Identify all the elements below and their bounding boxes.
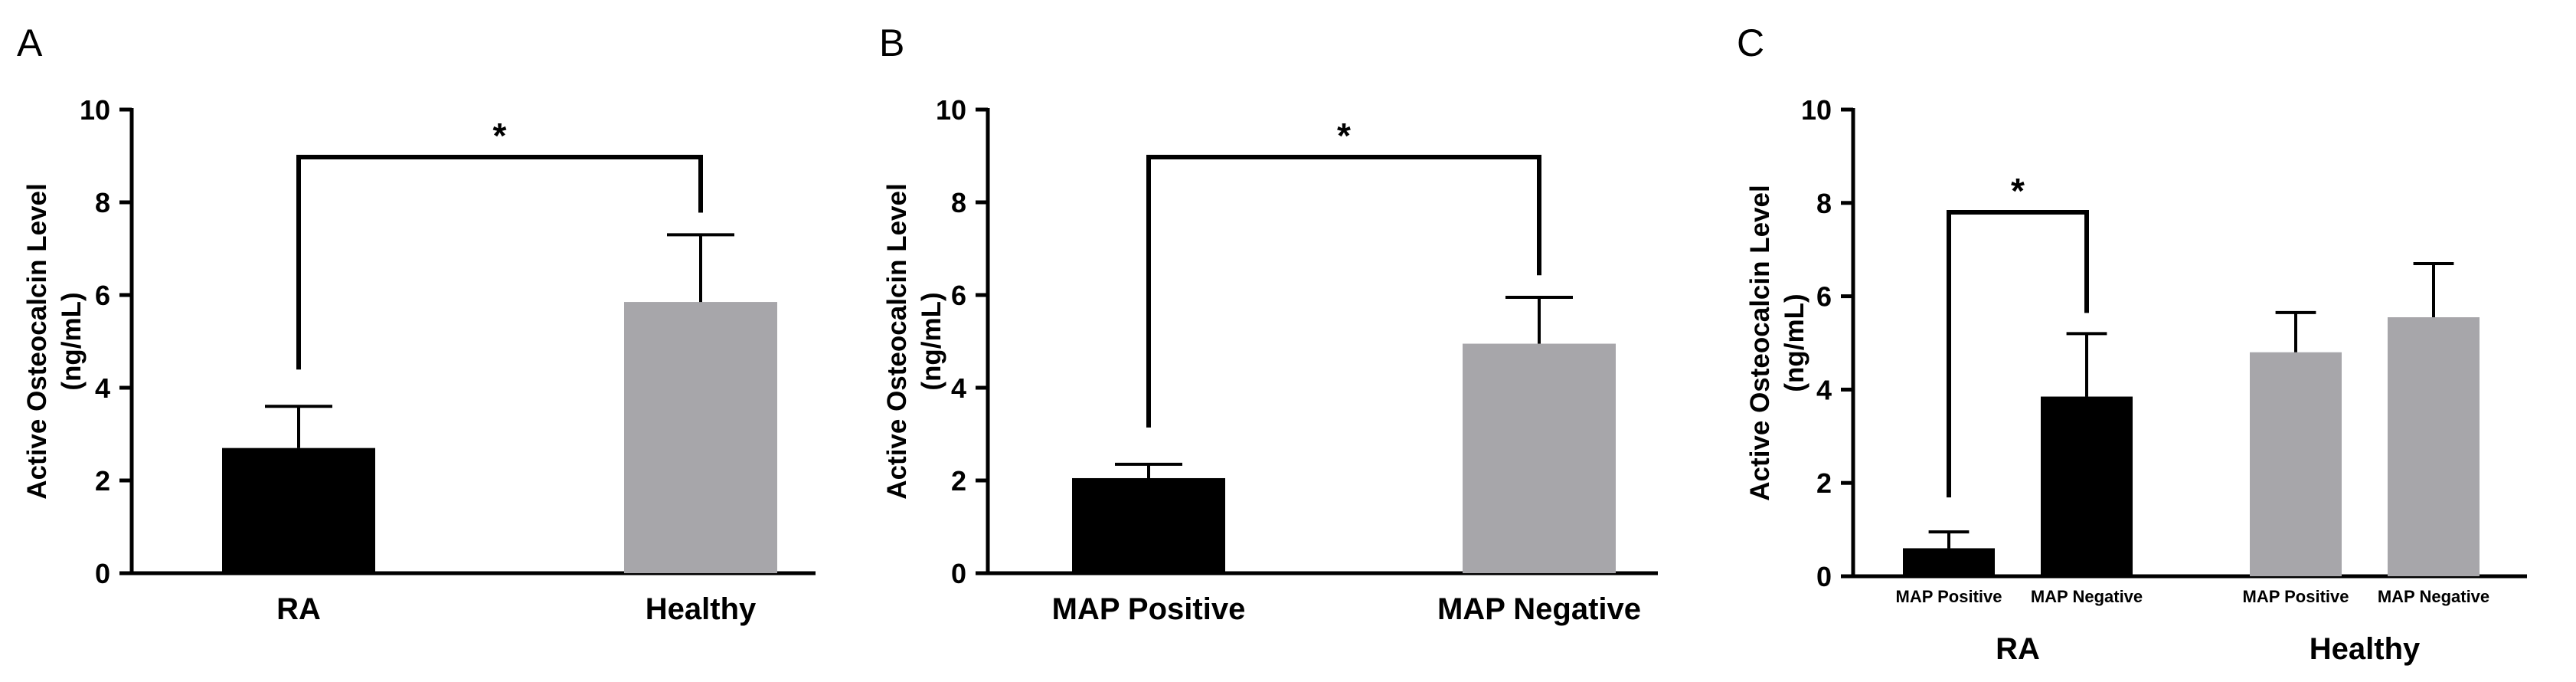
panel-c: C Active Osteocalcin Level (ng/mL) 0 2 4 6 8 10 M…	[1737, 21, 2527, 666]
y-axis-label: Active Osteocalcin Level	[22, 183, 52, 499]
significance-star: *	[1337, 116, 1351, 156]
y-tick-label: 0	[95, 558, 110, 589]
panel-letter: C	[1737, 21, 1764, 64]
y-tick-label: 6	[1816, 281, 1832, 313]
y-axis-unit: (ng/mL)	[57, 292, 87, 390]
category-label: MAP Positive	[1052, 592, 1246, 626]
y-tick-label: 6	[95, 280, 110, 311]
group-label: Healthy	[2310, 632, 2421, 666]
y-tick-label: 4	[1816, 374, 1832, 405]
panel-letter: B	[879, 21, 904, 64]
bar	[2041, 396, 2133, 576]
category-label: MAP Negative	[2031, 587, 2143, 606]
significance-bracket	[1146, 155, 1541, 428]
bar	[1463, 343, 1616, 573]
category-label: MAP Positive	[1896, 587, 2002, 606]
y-tick-label: 8	[951, 187, 966, 218]
y-tick-label: 10	[1801, 94, 1832, 126]
significance-star: *	[493, 116, 507, 156]
y-tick-label: 2	[95, 465, 110, 497]
bar	[624, 302, 777, 573]
y-tick-label: 8	[1816, 188, 1832, 219]
bar	[1903, 548, 1995, 576]
y-tick-label: 8	[95, 187, 110, 218]
bar	[222, 448, 375, 573]
y-tick-label: 0	[951, 558, 966, 589]
y-tick-label: 2	[1816, 467, 1832, 499]
y-axis-label: Active Osteocalcin Level	[1745, 185, 1775, 500]
y-tick-label: 6	[951, 280, 966, 311]
significance-bracket	[1947, 210, 2089, 498]
y-axis-label: Active Osteocalcin Level	[882, 183, 912, 499]
panel-b: B Active Osteocalcin Level (ng/mL) 0 2 4 6 8 10 M…	[879, 21, 1658, 626]
bar	[1072, 477, 1225, 573]
bar	[2388, 317, 2480, 576]
significance-bracket	[296, 155, 703, 370]
y-tick-label: 2	[951, 465, 966, 497]
y-tick-label: 4	[95, 372, 110, 404]
y-axis-unit: (ng/mL)	[917, 292, 946, 390]
panel-letter: A	[17, 21, 43, 64]
y-tick-label: 10	[936, 94, 966, 126]
y-tick-label: 0	[1816, 561, 1832, 592]
category-label: MAP Negative	[2378, 587, 2489, 606]
y-axis-unit: (ng/mL)	[1780, 293, 1809, 392]
significance-star: *	[2011, 171, 2025, 211]
y-tick-label: 4	[951, 372, 966, 404]
y-tick-label: 10	[80, 94, 110, 126]
category-label: MAP Positive	[2243, 587, 2349, 606]
bar	[2250, 352, 2342, 576]
category-label: Healthy	[646, 592, 757, 626]
panel-a: A Active Osteocalcin Level (ng/mL) 0 2 4 6 8 10 R…	[17, 21, 816, 626]
group-label: RA	[1996, 632, 2040, 666]
category-label: RA	[276, 592, 321, 626]
category-label: MAP Negative	[1437, 592, 1641, 626]
